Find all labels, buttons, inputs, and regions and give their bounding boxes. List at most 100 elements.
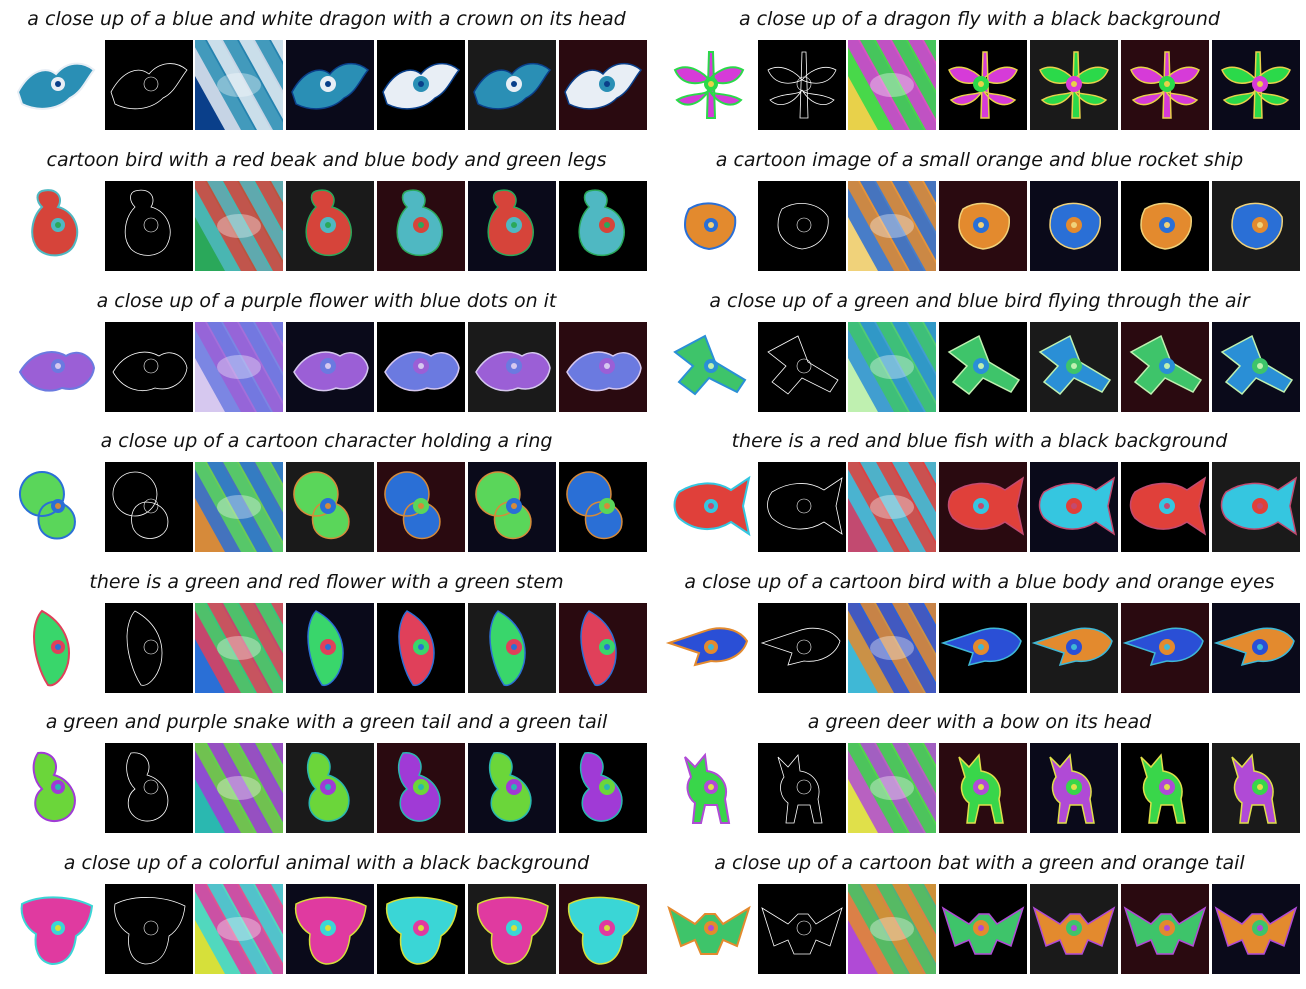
texture-image bbox=[848, 884, 936, 974]
generated-image bbox=[468, 603, 556, 693]
generated-image bbox=[1030, 884, 1118, 974]
generated-image bbox=[377, 603, 465, 693]
generated-image bbox=[939, 884, 1027, 974]
generated-image bbox=[1030, 181, 1118, 271]
reference-image bbox=[12, 40, 100, 130]
generated-image bbox=[1030, 322, 1118, 412]
edge-map-image bbox=[758, 322, 846, 412]
generated-image bbox=[939, 40, 1027, 130]
generated-image bbox=[1121, 603, 1209, 693]
image-strip bbox=[653, 181, 1306, 271]
generated-image bbox=[377, 40, 465, 130]
generated-image bbox=[1121, 40, 1209, 130]
reference-image bbox=[665, 462, 753, 552]
panel-caption: cartoon bird with a red beak and blue bo… bbox=[46, 149, 607, 171]
generated-image bbox=[559, 181, 647, 271]
reference-image bbox=[12, 181, 100, 271]
generated-image bbox=[1121, 322, 1209, 412]
edge-map-image bbox=[105, 181, 193, 271]
generated-image bbox=[377, 181, 465, 271]
generated-image bbox=[286, 884, 374, 974]
generated-image bbox=[1212, 884, 1300, 974]
generated-image bbox=[1121, 743, 1209, 833]
generated-image bbox=[468, 743, 556, 833]
texture-image bbox=[848, 462, 936, 552]
panel-row: a cartoon image of a small orange and bl… bbox=[653, 141, 1306, 282]
edge-map-image bbox=[758, 603, 846, 693]
panel-caption: a close up of a cartoon bird with a blue… bbox=[684, 571, 1275, 593]
generated-image bbox=[286, 40, 374, 130]
panel-row: a close up of a colorful animal with a b… bbox=[0, 844, 653, 985]
generated-image bbox=[1212, 322, 1300, 412]
texture-image bbox=[195, 603, 283, 693]
image-strip bbox=[0, 603, 653, 693]
panel-caption: a close up of a blue and white dragon wi… bbox=[27, 8, 626, 30]
texture-image bbox=[195, 462, 283, 552]
generated-image bbox=[377, 322, 465, 412]
texture-image bbox=[195, 884, 283, 974]
panel-caption: a green and purple snake with a green ta… bbox=[45, 711, 608, 733]
image-strip bbox=[0, 743, 653, 833]
panel-row: there is a green and red flower with a g… bbox=[0, 563, 653, 704]
generated-image bbox=[1121, 462, 1209, 552]
generated-image bbox=[559, 462, 647, 552]
generated-image bbox=[939, 181, 1027, 271]
reference-image bbox=[12, 884, 100, 974]
panel-caption: a close up of a green and blue bird flyi… bbox=[709, 290, 1250, 312]
generated-image bbox=[286, 743, 374, 833]
left-column: a close up of a blue and white dragon wi… bbox=[0, 8, 653, 985]
image-strip bbox=[653, 884, 1306, 974]
texture-image bbox=[848, 603, 936, 693]
edge-map-image bbox=[105, 462, 193, 552]
generated-image bbox=[468, 884, 556, 974]
edge-map-image bbox=[105, 322, 193, 412]
image-strip bbox=[0, 322, 653, 412]
generated-image bbox=[468, 322, 556, 412]
image-strip bbox=[0, 181, 653, 271]
panel-row: a green and purple snake with a green ta… bbox=[0, 703, 653, 844]
generated-image bbox=[468, 462, 556, 552]
generated-image bbox=[559, 603, 647, 693]
texture-image bbox=[848, 181, 936, 271]
generated-image bbox=[286, 462, 374, 552]
edge-map-image bbox=[105, 40, 193, 130]
panel-caption: a close up of a cartoon bat with a green… bbox=[714, 852, 1245, 874]
panel-caption: a green deer with a bow on its head bbox=[807, 711, 1152, 733]
reference-image bbox=[12, 322, 100, 412]
generated-image bbox=[468, 181, 556, 271]
reference-image bbox=[665, 181, 753, 271]
texture-image bbox=[848, 40, 936, 130]
panel-caption: a close up of a purple flower with blue … bbox=[96, 290, 557, 312]
image-strip bbox=[0, 884, 653, 974]
edge-map-image bbox=[105, 603, 193, 693]
generated-image bbox=[559, 40, 647, 130]
image-strip bbox=[0, 462, 653, 552]
reference-image bbox=[665, 884, 753, 974]
reference-image bbox=[665, 743, 753, 833]
panel-caption: a close up of a dragon fly with a black … bbox=[739, 8, 1220, 30]
image-strip bbox=[653, 743, 1306, 833]
edge-map-image bbox=[105, 743, 193, 833]
generated-image bbox=[939, 743, 1027, 833]
generated-image bbox=[377, 884, 465, 974]
texture-image bbox=[848, 322, 936, 412]
panel-caption: a close up of a cartoon character holdin… bbox=[100, 430, 553, 452]
panel-row: a close up of a cartoon character holdin… bbox=[0, 422, 653, 563]
generated-image bbox=[1121, 884, 1209, 974]
reference-image bbox=[12, 462, 100, 552]
image-strip bbox=[653, 40, 1306, 130]
generated-image bbox=[286, 603, 374, 693]
image-strip bbox=[653, 603, 1306, 693]
image-strip bbox=[653, 462, 1306, 552]
panel-row: a green deer with a bow on its head bbox=[653, 703, 1306, 844]
image-strip bbox=[653, 322, 1306, 412]
generated-image bbox=[1212, 181, 1300, 271]
generated-image bbox=[286, 181, 374, 271]
edge-map-image bbox=[758, 181, 846, 271]
panel-row: a close up of a cartoon bird with a blue… bbox=[653, 563, 1306, 704]
panel-caption: a close up of a colorful animal with a b… bbox=[63, 852, 590, 874]
panel-row: cartoon bird with a red beak and blue bo… bbox=[0, 141, 653, 282]
texture-image bbox=[195, 322, 283, 412]
panel-caption: there is a green and red flower with a g… bbox=[89, 571, 564, 593]
generated-image bbox=[1212, 40, 1300, 130]
